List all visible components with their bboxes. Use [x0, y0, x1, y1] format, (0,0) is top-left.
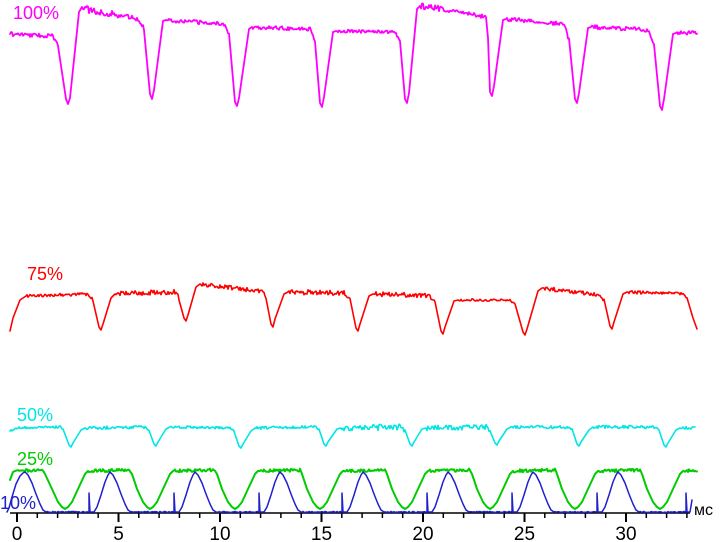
- series-label-25: 25%: [17, 449, 54, 469]
- x-tick-label: 0: [12, 524, 23, 542]
- series-trace-10: [6, 471, 693, 514]
- x-axis-unit-label: мс: [694, 502, 713, 519]
- x-tick-label: 5: [113, 524, 124, 542]
- series-label-75: 75%: [27, 264, 64, 284]
- series-label-10: 10%: [0, 493, 37, 513]
- x-tick-label: 15: [311, 524, 332, 542]
- series-label-50: 50%: [17, 405, 54, 425]
- series-label-100: 100%: [13, 3, 60, 23]
- x-tick-label: 20: [412, 524, 433, 542]
- x-tick-label: 10: [209, 524, 230, 542]
- x-tick-label: 25: [514, 524, 535, 542]
- x-tick-label: 30: [615, 524, 636, 542]
- series-trace-25: [9, 467, 698, 510]
- series-trace-100: [9, 2, 698, 111]
- series-trace-75: [9, 282, 698, 336]
- series-trace-50: [9, 423, 696, 449]
